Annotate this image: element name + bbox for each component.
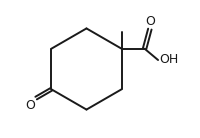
Text: OH: OH [159,53,178,66]
Text: O: O [145,14,155,27]
Text: O: O [25,99,35,112]
